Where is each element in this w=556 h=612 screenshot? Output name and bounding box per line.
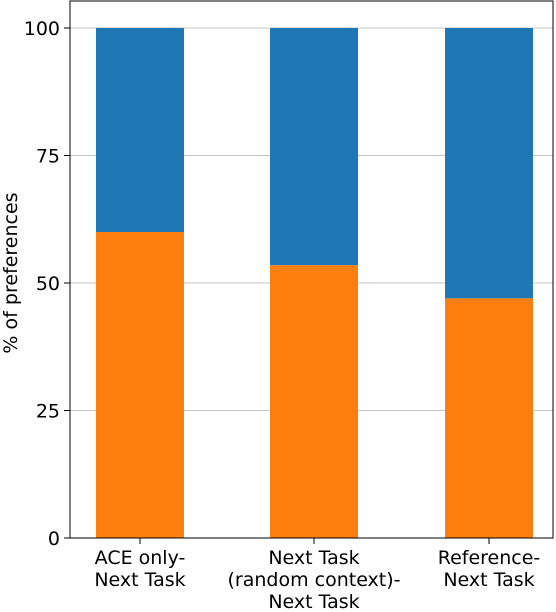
bar-segment-3-series-1 <box>445 298 533 538</box>
bar-segment-1-series-1 <box>96 232 184 538</box>
plot-border <box>69 0 554 539</box>
y-tick-label-100: 100 <box>24 18 60 40</box>
bar-segment-3-series-2 <box>445 28 533 299</box>
y-tick-label-50: 50 <box>36 273 60 295</box>
y-axis-label: % of preferences <box>0 192 22 353</box>
x-tick-label-3: Reference-Next Task <box>438 547 541 591</box>
bar-segment-2-series-2 <box>270 28 358 266</box>
plot-frame <box>69 0 554 539</box>
y-axis-ticks: 0 25 50 75 100 <box>24 18 70 550</box>
bar-segment-2-series-1 <box>270 265 358 538</box>
bar-segment-1-series-2 <box>96 28 184 232</box>
bars <box>96 28 533 538</box>
y-tick-label-25: 25 <box>36 401 60 423</box>
y-tick-label-75: 75 <box>36 146 60 168</box>
x-tick-label-1: ACE only-Next Task <box>94 547 185 591</box>
y-tick-label-0: 0 <box>48 528 60 550</box>
x-axis-ticks: ACE only-Next Task Next Task (random conte… <box>94 538 540 612</box>
x-tick-label-2: Next Task (random context)-Next Task <box>227 547 400 612</box>
